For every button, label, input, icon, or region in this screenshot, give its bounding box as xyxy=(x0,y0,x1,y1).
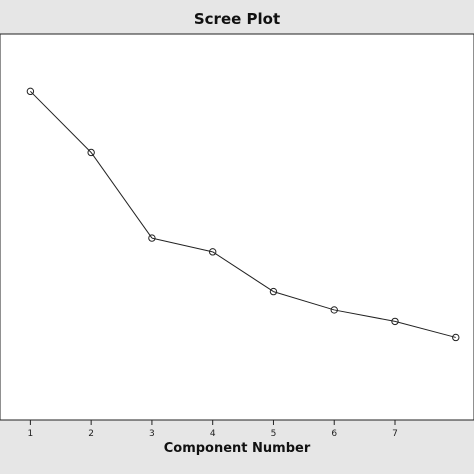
data-point-5 xyxy=(269,287,278,296)
line-segment-3-4 xyxy=(151,237,213,253)
data-point-2 xyxy=(87,148,95,157)
x-tick-label-1: 1 xyxy=(28,429,34,439)
x-tick-label-7: 7 xyxy=(392,429,398,439)
x-tick-label-2: 2 xyxy=(88,429,94,439)
data-point-7 xyxy=(391,317,399,326)
line-segment-7-8 xyxy=(394,320,456,338)
x-tick-label-3: 3 xyxy=(149,429,155,439)
data-point-1 xyxy=(26,87,35,96)
x-tick-label-6: 6 xyxy=(331,429,337,439)
data-point-6 xyxy=(330,306,338,314)
x-tick-label-4: 4 xyxy=(210,429,216,439)
series-markers xyxy=(26,87,460,342)
x-axis-label: Component Number xyxy=(163,441,311,456)
line-segment-4-5 xyxy=(212,251,274,293)
data-point-3 xyxy=(148,234,156,242)
line-segment-5-6 xyxy=(273,291,335,311)
x-axis-ticks: 1 2 3 4 5 6 7 xyxy=(28,420,398,439)
chart-title: Scree Plot xyxy=(193,10,281,28)
line-segment-2-3 xyxy=(90,152,153,239)
x-tick-label-5: 5 xyxy=(271,429,277,439)
data-point-4 xyxy=(208,248,217,256)
line-segment-6-7 xyxy=(334,309,396,322)
plot-area xyxy=(0,33,474,421)
line-segment-1-2 xyxy=(30,90,92,153)
data-point-8 xyxy=(452,333,460,342)
series-line xyxy=(30,90,456,338)
